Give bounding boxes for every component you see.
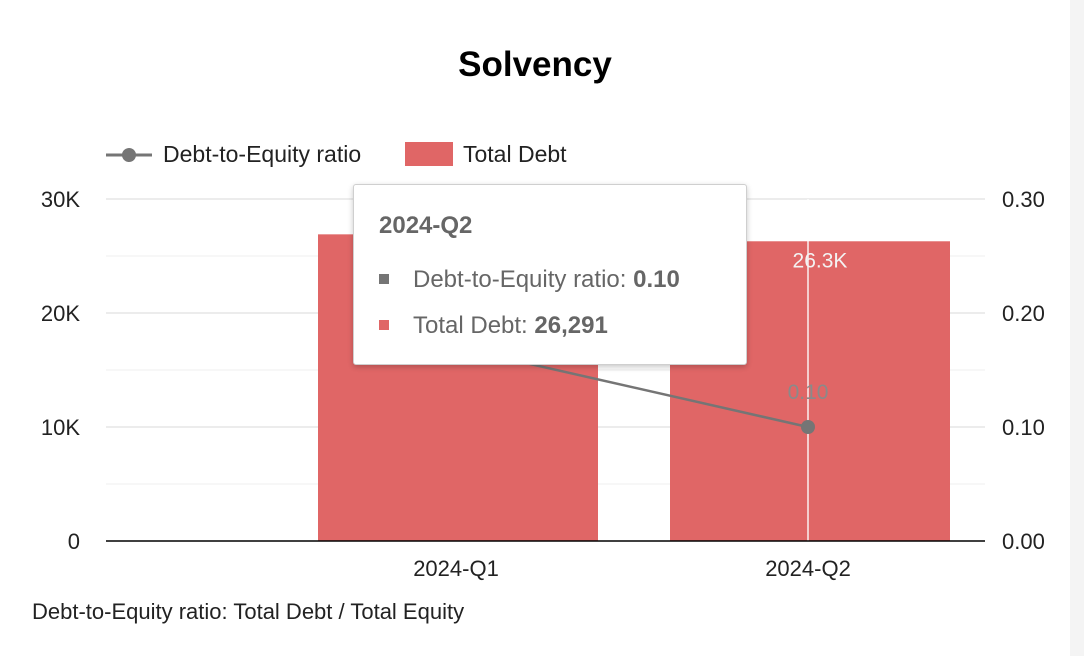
point-data-label: 0.10 xyxy=(788,381,829,404)
y-right-tick-label: 0.10 xyxy=(1002,415,1045,440)
chart-footnote: Debt-to-Equity ratio: Total Debt / Total… xyxy=(32,599,464,624)
tooltip-swatch-total-debt xyxy=(379,319,389,330)
page-edge-strip xyxy=(1070,0,1084,656)
tooltip-swatch-ratio xyxy=(379,273,389,284)
data-labels: 26.3K 0.10 xyxy=(788,249,848,404)
x-tick-label: 2024-Q2 xyxy=(765,556,851,581)
legend-item-total-debt[interactable]: Total Debt xyxy=(405,141,567,167)
y-right-tick-label: 0.00 xyxy=(1002,529,1045,554)
y-left-tick-label: 10K xyxy=(41,415,80,440)
tooltip-row-ratio: Debt-to-Equity ratio: 0.10 xyxy=(379,266,680,294)
tooltip-title: 2024-Q2 xyxy=(379,212,473,239)
tooltip-value-total-debt: 26,291 xyxy=(534,312,608,339)
tooltip-label-total-debt: Total Debt: xyxy=(413,312,535,339)
hover-tooltip: 2024-Q2 Debt-to-Equity ratio: 0.10 Total… xyxy=(353,184,747,365)
tooltip-value-ratio: 0.10 xyxy=(633,266,680,293)
legend-label-total-debt: Total Debt xyxy=(463,141,567,167)
legend-item-ratio[interactable]: Debt-to-Equity ratio xyxy=(106,141,361,167)
axis-ticks: 0 10K 20K 30K 0.00 0.10 0.20 0.30 2024-Q1 2024-Q2 xyxy=(41,187,1045,581)
y-right-tick-label: 0.20 xyxy=(1002,301,1045,326)
bar-data-label: 26.3K xyxy=(793,249,848,272)
ratio-point-2024-Q2 xyxy=(801,420,815,434)
y-right-tick-label: 0.30 xyxy=(1002,187,1045,212)
x-tick-label: 2024-Q1 xyxy=(413,556,499,581)
legend-label-ratio: Debt-to-Equity ratio xyxy=(163,141,361,167)
tooltip-label-ratio: Debt-to-Equity ratio: xyxy=(413,266,634,293)
y-left-tick-label: 0 xyxy=(68,529,80,554)
y-left-tick-label: 30K xyxy=(41,187,80,212)
chart-title: Solvency xyxy=(458,45,612,84)
legend: Debt-to-Equity ratio Total Debt xyxy=(106,141,567,167)
y-left-tick-label: 20K xyxy=(41,301,80,326)
tooltip-row-total-debt: Total Debt: 26,291 xyxy=(379,312,608,340)
